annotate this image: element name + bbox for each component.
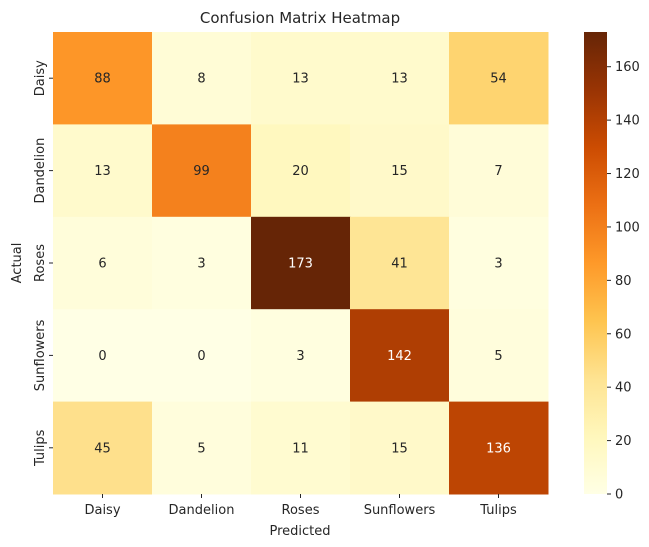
heatmap-cell bbox=[449, 401, 549, 495]
heatmap-cell bbox=[53, 32, 153, 125]
heatmap-cell bbox=[350, 309, 450, 403]
heatmap-cell bbox=[449, 124, 549, 218]
x-axis-ticks: Daisy Dandelion Roses Sunflowers Tulips bbox=[84, 494, 517, 518]
heatmap-cell bbox=[152, 401, 252, 495]
heatmap-cell bbox=[53, 216, 153, 310]
heatmap-cell bbox=[350, 216, 450, 310]
heatmap-cell bbox=[350, 32, 450, 125]
y-tick-label: Roses bbox=[33, 244, 48, 282]
y-tick-label: Tulips bbox=[33, 429, 48, 467]
cell-value-label: 11 bbox=[292, 441, 309, 456]
heatmap-cell bbox=[251, 309, 351, 403]
colorbar-tick-label: 40 bbox=[615, 381, 632, 396]
heatmap-cell bbox=[53, 401, 153, 495]
cell-value-label: 3 bbox=[494, 257, 502, 272]
cell-value-label: 7 bbox=[494, 164, 502, 179]
cell-value-label: 13 bbox=[391, 72, 408, 87]
cell-value-label: 0 bbox=[197, 349, 205, 364]
cell-value-label: 88 bbox=[94, 72, 111, 87]
heatmap-cell bbox=[449, 32, 549, 125]
heatmap-cell bbox=[251, 32, 351, 125]
cell-value-label: 142 bbox=[387, 349, 412, 364]
heatmap-cell bbox=[152, 216, 252, 310]
x-tick-label: Daisy bbox=[84, 503, 120, 518]
colorbar-tick-label: 20 bbox=[615, 434, 632, 449]
cell-value-label: 5 bbox=[197, 441, 205, 456]
colorbar-tick-label: 160 bbox=[615, 60, 640, 75]
cell-value-label: 20 bbox=[292, 164, 309, 179]
cell-value-label: 173 bbox=[288, 257, 313, 272]
cell-value-label: 8 bbox=[197, 72, 205, 87]
colorbar-tick-label: 140 bbox=[615, 114, 640, 129]
colorbar-ticks: 0 20 40 60 80 100 120 140 160 bbox=[607, 60, 640, 503]
heatmap-cell bbox=[350, 401, 450, 495]
cell-value-label: 5 bbox=[494, 349, 502, 364]
x-tick-label: Dandelion bbox=[169, 503, 235, 518]
cell-value-label: 3 bbox=[296, 349, 304, 364]
colorbar-tick-label: 120 bbox=[615, 167, 640, 182]
cell-value-label: 13 bbox=[292, 72, 309, 87]
heatmap-cell bbox=[53, 309, 153, 403]
y-tick-label: Daisy bbox=[33, 60, 48, 96]
y-tick-label: Dandelion bbox=[33, 138, 48, 204]
heatmap-cell bbox=[251, 401, 351, 495]
y-axis-ticks: Daisy Dandelion Roses Sunflowers Tulips bbox=[33, 60, 53, 467]
heatmap-cell bbox=[251, 216, 351, 310]
y-axis-label: Actual bbox=[10, 243, 25, 284]
colorbar bbox=[584, 32, 607, 494]
y-tick-label: Sunflowers bbox=[33, 319, 48, 391]
heatmap-cell bbox=[53, 124, 153, 218]
cell-value-label: 54 bbox=[490, 72, 507, 87]
cell-value-label: 15 bbox=[391, 441, 408, 456]
heatmap-cell bbox=[152, 124, 252, 218]
heatmap-cell bbox=[449, 216, 549, 310]
heatmap-cell bbox=[251, 124, 351, 218]
cell-value-label: 41 bbox=[391, 257, 408, 272]
cell-value-label: 15 bbox=[391, 164, 408, 179]
cell-value-label: 13 bbox=[94, 164, 111, 179]
colorbar-tick-label: 60 bbox=[615, 327, 632, 342]
heatmap-cell bbox=[152, 309, 252, 403]
x-axis-label: Predicted bbox=[269, 524, 330, 539]
x-tick-label: Sunflowers bbox=[364, 503, 436, 518]
chart-title: Confusion Matrix Heatmap bbox=[200, 9, 400, 27]
colorbar-tick-label: 100 bbox=[615, 220, 640, 235]
cell-value-label: 136 bbox=[486, 441, 511, 456]
cell-value-label: 45 bbox=[94, 441, 111, 456]
heatmap-cell bbox=[152, 32, 252, 125]
cell-value-label: 0 bbox=[98, 349, 106, 364]
cell-value-label: 3 bbox=[197, 257, 205, 272]
cell-value-label: 6 bbox=[98, 257, 106, 272]
heatmap-cell bbox=[449, 309, 549, 403]
colorbar-tick-label: 80 bbox=[615, 274, 632, 289]
x-tick-label: Tulips bbox=[479, 503, 517, 518]
heatmap-cell bbox=[350, 124, 450, 218]
x-tick-label: Roses bbox=[282, 503, 320, 518]
colorbar-tick-label: 0 bbox=[615, 488, 623, 503]
cell-value-label: 99 bbox=[193, 164, 210, 179]
